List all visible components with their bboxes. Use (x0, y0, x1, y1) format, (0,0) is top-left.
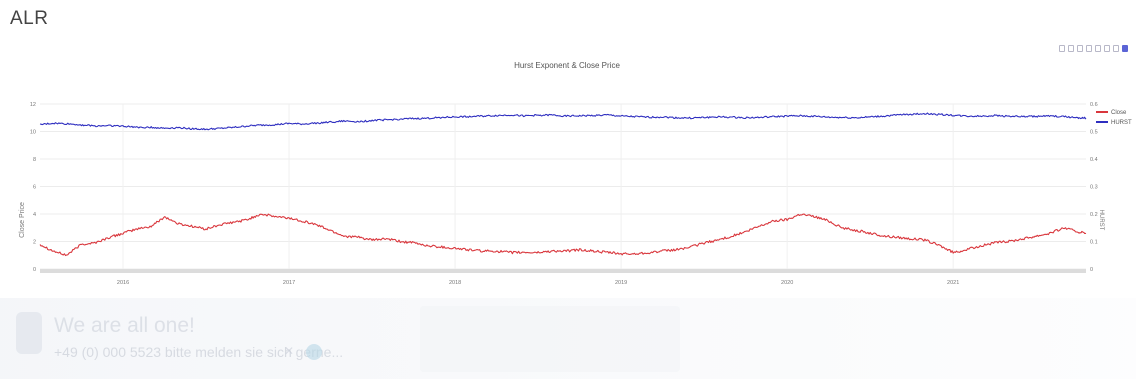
grid-layer (40, 103, 1086, 273)
y2-axis-label: HURST (1098, 210, 1104, 231)
close-icon[interactable]: ✕ (284, 344, 295, 358)
y-tick-label: 12 (30, 102, 36, 108)
y2-tick-label: 0.2 (1090, 212, 1098, 218)
zoom-icon[interactable] (1068, 45, 1074, 52)
y-tick-label: 8 (33, 157, 36, 163)
y-tick-label: 4 (33, 212, 36, 218)
y-tick-label: 0 (33, 267, 36, 273)
legend-hurst-label[interactable]: HURST (1111, 120, 1132, 126)
y2-tick-label: 0.6 (1090, 102, 1098, 108)
pan-icon[interactable] (1077, 45, 1083, 52)
y-tick-label: 2 (33, 240, 36, 246)
x-tick-label: 2018 (449, 280, 461, 286)
x-axis-baseline (40, 269, 1086, 273)
zoom-in-icon[interactable] (1086, 45, 1092, 52)
autoscale-icon[interactable] (1104, 45, 1110, 52)
x-axis-ticks: 2016 2017 2018 2019 2020 2021 (117, 280, 959, 286)
y2-tick-label: 0.1 (1090, 240, 1098, 246)
left-axis-ticks: 0 2 4 6 8 10 12 (30, 102, 36, 273)
y2-tick-label: 0.3 (1090, 185, 1098, 191)
toast-text: +49 (0) 000 5523 bitte melden sie sich g… (54, 344, 344, 360)
legend[interactable]: Close HURST (1096, 110, 1132, 126)
page-title: ALR (10, 8, 49, 29)
legend-close-label[interactable]: Close (1111, 110, 1127, 116)
y-axis-label: Close Price (19, 202, 26, 238)
toast-background (0, 298, 1136, 379)
chart-modebar (1059, 45, 1128, 52)
right-axis-ticks: 0 0.1 0.2 0.3 0.4 0.5 0.6 (1090, 102, 1098, 273)
y-tick-label: 10 (30, 130, 36, 136)
x-tick-label: 2020 (781, 280, 793, 286)
y2-tick-label: 0 (1090, 267, 1093, 273)
zoom-out-icon[interactable] (1095, 45, 1101, 52)
chart-title: Hurst Exponent & Close Price (514, 61, 620, 70)
series-hurst-line (39, 112, 1087, 131)
y2-tick-label: 0.5 (1090, 130, 1098, 136)
series-layer (39, 112, 1087, 257)
notification-toast[interactable]: We are all one! +49 (0) 000 5523 bitte m… (0, 298, 1136, 379)
x-tick-label: 2021 (947, 280, 959, 286)
camera-icon[interactable] (1059, 45, 1065, 52)
hurst-close-chart[interactable]: Hurst Exponent & Close Price 0 2 4 6 8 10 12 0… (0, 50, 1136, 290)
reset-axes-icon[interactable] (1113, 45, 1119, 52)
status-icon (306, 344, 322, 360)
y-tick-label: 6 (33, 185, 36, 191)
x-tick-label: 2017 (283, 280, 295, 286)
x-tick-label: 2019 (615, 280, 627, 286)
y2-tick-label: 0.4 (1090, 157, 1098, 163)
x-tick-label: 2016 (117, 280, 129, 286)
plotly-logo-icon[interactable] (1122, 45, 1128, 52)
series-close-line (39, 213, 1087, 257)
phone-icon (16, 312, 42, 354)
toast-title: We are all one! (54, 314, 195, 337)
toast-side-panel (420, 306, 680, 372)
